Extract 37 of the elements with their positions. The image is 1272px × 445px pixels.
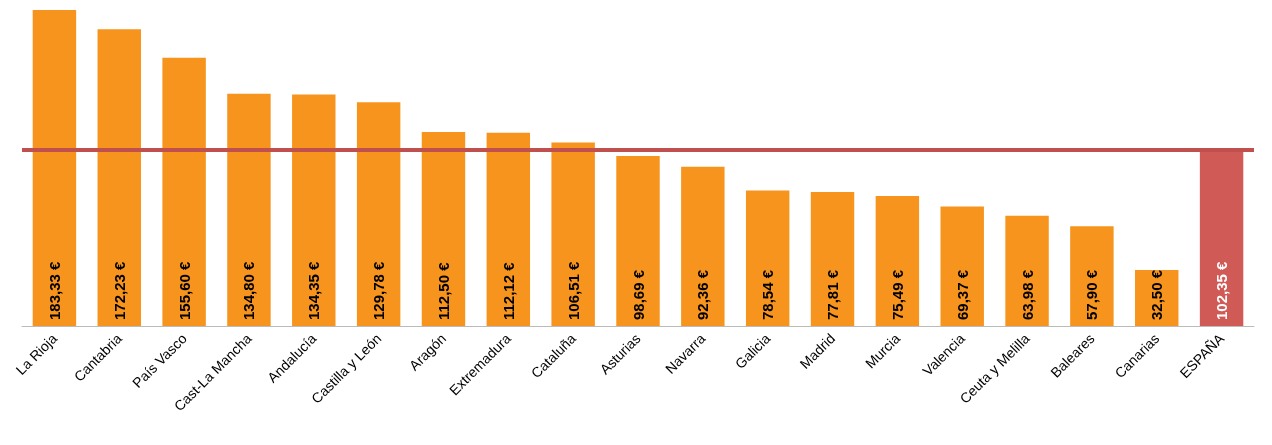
data-label: 98,69 €: [629, 269, 647, 320]
bar: [421, 132, 466, 326]
data-label: 63,98 €: [1018, 269, 1036, 320]
bar: [551, 142, 595, 326]
data-label: 155,60 €: [175, 260, 193, 320]
bar: [97, 29, 141, 326]
data-label: 172,23 €: [110, 260, 128, 320]
bar: [292, 94, 336, 326]
data-label: 106,51 €: [564, 260, 582, 320]
data-label: 102,35 €: [1213, 260, 1231, 320]
data-label: 69,37 €: [953, 269, 971, 320]
bar: [227, 93, 271, 326]
bar: [616, 155, 660, 326]
bar: [1199, 149, 1244, 326]
bar: [745, 190, 790, 326]
data-label: 112,12 €: [499, 261, 517, 320]
bar: [486, 132, 531, 326]
bar: [1070, 226, 1114, 326]
bar: [356, 102, 401, 326]
bar: [681, 166, 725, 326]
bar: [32, 10, 77, 326]
data-label: 183,33 €: [45, 260, 63, 320]
bar: [940, 206, 984, 326]
data-label: 134,80 €: [240, 260, 258, 320]
data-label: 57,90 €: [1083, 269, 1101, 320]
data-label: 32,50 €: [1148, 269, 1166, 320]
data-label: 134,35 €: [305, 260, 323, 320]
data-label: 78,54 €: [759, 269, 777, 320]
bar: [162, 57, 206, 326]
data-label: 75,49 €: [888, 269, 906, 320]
data-label: 77,81 €: [824, 269, 842, 320]
bar: [1005, 215, 1049, 326]
data-label: 112,50 €: [434, 261, 452, 320]
data-label: 92,36 €: [694, 269, 712, 320]
data-label: 129,78 €: [370, 260, 388, 320]
bar: [810, 191, 855, 326]
bar: [875, 195, 920, 326]
